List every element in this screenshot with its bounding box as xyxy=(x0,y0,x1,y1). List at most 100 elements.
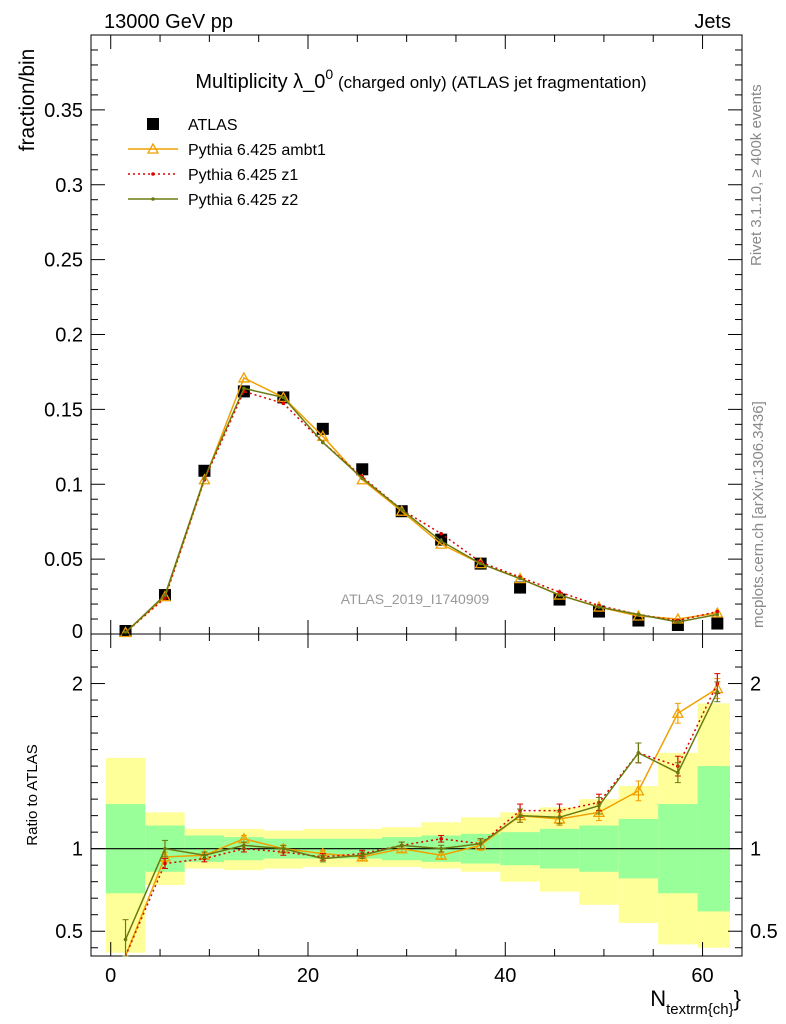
data-point xyxy=(636,612,641,617)
mcplots-label: mcplots.cern.ch [arXiv:1306.3436] xyxy=(750,401,767,628)
legend-marker xyxy=(147,118,159,130)
legend-label: Pythia 6.425 z2 xyxy=(188,192,298,209)
legend-label: Pythia 6.425 z1 xyxy=(188,167,298,184)
data-point-atlas xyxy=(711,617,724,630)
ratio-y-tick-label: 1 xyxy=(72,839,83,861)
ratio-point xyxy=(163,846,167,851)
ratio-point xyxy=(399,843,404,848)
x-axis-label-main: N xyxy=(650,986,666,1011)
legend-marker xyxy=(146,142,160,154)
data-point xyxy=(281,401,286,406)
ratio-point xyxy=(123,937,128,942)
ratio-line xyxy=(124,687,718,957)
data-point xyxy=(123,630,128,635)
ratio-point xyxy=(281,846,286,851)
data-point xyxy=(557,590,562,594)
ratio-bands xyxy=(91,703,742,953)
data-point xyxy=(676,620,680,624)
energy-label: 13000 GeV pp xyxy=(104,11,233,33)
ratio-y-tick-label-right: 2 xyxy=(750,674,761,696)
ratio-series-2 xyxy=(122,681,721,957)
data-point xyxy=(439,539,443,543)
x-tick-label: 40 xyxy=(494,965,516,987)
ratio-point xyxy=(439,836,443,841)
series-line xyxy=(125,387,718,634)
ratio-point xyxy=(592,806,606,817)
analysis-watermark: ATLAS_2019_I1740909 xyxy=(341,591,490,607)
legend-entry: Pythia 6.425 z2 xyxy=(128,192,298,209)
data-point xyxy=(439,531,443,536)
ratio-series xyxy=(122,673,724,957)
process-label: Jets xyxy=(694,11,731,33)
data-point xyxy=(715,612,720,617)
x-tick-label: 60 xyxy=(691,965,713,987)
ratio-y-tick-label-right: 1 xyxy=(750,839,761,861)
data-point xyxy=(478,561,483,566)
y-tick-label: 0.15 xyxy=(44,399,83,421)
chart-title-sup: 0 xyxy=(325,66,333,82)
ratio-point xyxy=(715,689,720,694)
x-tick-label: 20 xyxy=(297,965,319,987)
ratio-y-tick-label: 0.5 xyxy=(55,921,83,943)
uncertainty-band-inner xyxy=(697,766,730,912)
main-panel: fraction/bin Multiplicity λ_00 (charged … xyxy=(16,34,743,643)
ratio-line xyxy=(124,691,719,940)
data-point xyxy=(202,476,207,481)
data-point-atlas xyxy=(356,463,369,476)
legend-entry: Pythia 6.425 z1 xyxy=(128,167,298,184)
data-point xyxy=(399,507,404,512)
data-point xyxy=(435,537,448,549)
data-point xyxy=(711,606,724,618)
chart-title-rest: (charged only) (ATLAS jet fragmentation) xyxy=(333,73,646,92)
main-series xyxy=(119,371,724,638)
data-point xyxy=(597,605,601,609)
x-tick-label: 0 xyxy=(105,965,116,987)
data-point xyxy=(163,596,167,600)
y-tick-label: 0.1 xyxy=(55,474,83,496)
y-tick-label: 0.3 xyxy=(55,175,83,197)
ratio-point xyxy=(439,846,443,851)
x-axis-label-sub: textrm{ch} xyxy=(666,1001,734,1018)
data-point xyxy=(163,593,167,597)
legend-marker xyxy=(151,197,155,201)
data-point xyxy=(158,590,172,602)
ratio-point xyxy=(636,751,641,755)
ratio-line xyxy=(124,683,719,957)
x-axis-label: Ntextrm{ch}} xyxy=(650,986,741,1018)
ratio-y-tick-label: 2 xyxy=(72,674,83,696)
ratio-point xyxy=(597,803,601,808)
ratio-point xyxy=(435,848,448,860)
y-tick-label: 0.05 xyxy=(44,549,83,571)
y-axis-label: fraction/bin xyxy=(16,49,39,152)
ratio-point xyxy=(163,861,167,866)
data-point-atlas xyxy=(316,422,329,435)
legend-entry: ATLAS xyxy=(147,117,238,134)
ratio-point xyxy=(632,784,645,796)
data-point xyxy=(198,473,211,485)
y-tick-label: 0.2 xyxy=(55,325,83,347)
data-point xyxy=(281,395,286,400)
ratio-y-tick-label-right: 0.5 xyxy=(750,921,778,943)
chart-title: Multiplicity λ_00 (charged only) (ATLAS … xyxy=(195,66,646,93)
data-point xyxy=(320,440,325,445)
data-point xyxy=(119,626,132,638)
legend-label: Pythia 6.425 ambt1 xyxy=(188,142,326,159)
y-tick-label: 0 xyxy=(72,621,83,643)
ratio-ticks: 0.5 0.51 12 20 20 40 60 xyxy=(55,634,778,987)
y-tick-label: 0.25 xyxy=(44,250,83,272)
ratio-point xyxy=(320,856,325,861)
ratio-frame xyxy=(90,633,743,957)
ratio-point xyxy=(671,706,684,718)
y-tick-label: 0.35 xyxy=(44,100,83,122)
ratio-point xyxy=(557,815,562,820)
chart-title-main: Multiplicity λ_0 xyxy=(195,71,325,93)
ratio-point xyxy=(360,853,365,858)
legend: ATLAS Pythia 6.425 ambt1 Pythia 6.425 z1 Py… xyxy=(128,117,326,209)
legend-label: ATLAS xyxy=(188,117,238,134)
ratio-point xyxy=(518,813,522,818)
ratio-y-label: Ratio to ATLAS xyxy=(24,744,41,845)
data-point xyxy=(518,576,522,581)
data-point xyxy=(360,476,365,481)
data-point xyxy=(316,429,329,441)
